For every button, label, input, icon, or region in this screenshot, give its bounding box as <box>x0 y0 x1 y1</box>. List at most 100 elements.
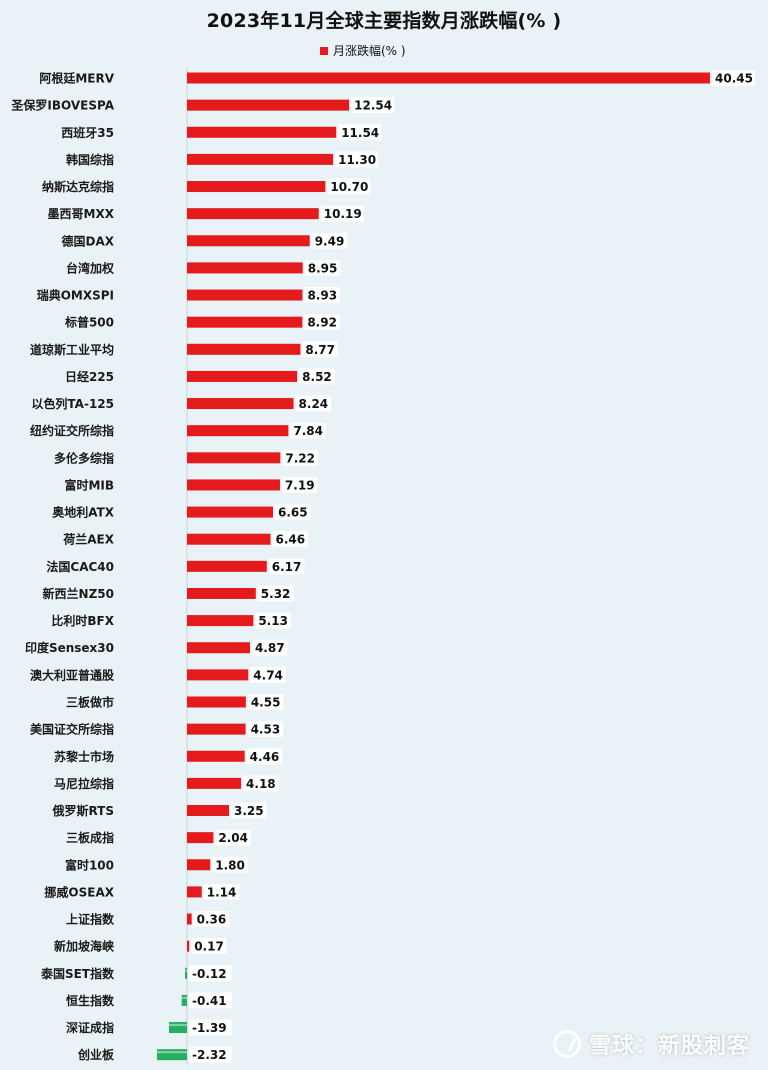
watermark: 雪球 ： 新股刺客 <box>552 1028 750 1060</box>
snowball-logo-icon <box>552 1030 581 1058</box>
value-label-background <box>274 504 311 521</box>
value-label: 8.92 <box>307 316 337 330</box>
bar <box>187 696 246 708</box>
bar <box>187 343 301 355</box>
value-label-background <box>255 612 291 629</box>
value-label: -2.32 <box>192 1048 227 1062</box>
value-label: 0.36 <box>197 913 227 927</box>
value-label-background <box>327 178 371 195</box>
value-label: 7.22 <box>285 451 315 465</box>
bar <box>187 886 202 898</box>
value-label: 4.18 <box>246 777 276 791</box>
value-label-background <box>247 721 284 738</box>
value-label-background <box>189 1046 232 1063</box>
category-label: 三板成指 <box>66 830 114 845</box>
category-label: 上证指数 <box>66 912 115 927</box>
category-label: 法国CAC40 <box>46 559 114 574</box>
category-label: 俄罗斯RTS <box>51 803 114 818</box>
value-label: 1.14 <box>207 885 237 899</box>
bar <box>187 913 192 925</box>
bar <box>187 642 250 654</box>
category-label: 恒生指数 <box>66 993 115 1008</box>
category-label: 韩国综指 <box>66 152 114 167</box>
value-label: 10.19 <box>324 207 362 221</box>
value-label: 5.32 <box>261 587 291 601</box>
value-label: 3.25 <box>234 804 264 818</box>
bar <box>187 479 280 491</box>
value-label-background <box>299 368 335 385</box>
value-label-background <box>351 97 395 114</box>
category-label: 多伦多综指 <box>54 450 114 465</box>
value-label: 5.13 <box>258 614 288 628</box>
bar <box>157 1049 187 1061</box>
bar <box>187 72 710 84</box>
category-label: 台湾加权 <box>66 260 115 275</box>
value-label: 8.95 <box>308 261 338 275</box>
value-label-background <box>250 666 286 683</box>
value-label: 4.87 <box>255 641 285 655</box>
value-label: 11.30 <box>338 153 376 167</box>
category-label: 富时MIB <box>64 477 114 492</box>
chart-title: 2023年11月全球主要指数月涨跌幅(% ) <box>206 10 562 32</box>
bar-highlight <box>169 1024 187 1027</box>
value-label: 11.54 <box>341 126 379 140</box>
bar <box>187 99 350 111</box>
category-label: 泰国SET指数 <box>40 966 115 981</box>
value-label-background <box>320 205 364 222</box>
value-label-background <box>290 422 326 439</box>
category-label: 印度Sensex30 <box>25 640 114 655</box>
bar <box>187 859 211 871</box>
value-label: 40.45 <box>715 72 753 86</box>
bar <box>187 398 294 410</box>
bar <box>187 370 298 382</box>
bar-highlight <box>157 1051 187 1054</box>
category-label: 新加坡海峡 <box>54 939 114 954</box>
category-label: 新西兰NZ50 <box>43 586 114 601</box>
legend-label: 月涨跌幅(% ) <box>333 44 406 58</box>
value-label: -0.41 <box>192 994 227 1008</box>
bar-highlight <box>185 969 187 972</box>
bar <box>187 940 190 952</box>
bar <box>181 994 187 1006</box>
value-label: 8.93 <box>307 289 337 303</box>
category-label: 道琼斯工业平均 <box>30 342 114 357</box>
value-label-background <box>203 883 240 900</box>
value-label: -0.12 <box>192 967 227 981</box>
value-label-background <box>246 748 283 765</box>
value-label: 6.65 <box>278 506 308 520</box>
value-label-background <box>712 70 755 86</box>
value-label-background <box>212 856 248 873</box>
category-label: 创业板 <box>77 1047 115 1062</box>
category-label: 德国DAX <box>61 233 114 248</box>
category-label: 三板做市 <box>66 694 114 709</box>
value-label-background <box>189 965 232 982</box>
bar <box>187 452 281 464</box>
bar <box>187 533 271 545</box>
value-label-background <box>311 232 348 249</box>
value-label: 1.80 <box>215 858 245 872</box>
value-label-background <box>304 314 340 331</box>
value-label: 8.77 <box>305 343 335 357</box>
value-label-background <box>189 992 232 1009</box>
bar <box>187 208 319 220</box>
bar <box>187 425 289 437</box>
bar <box>187 181 326 193</box>
value-label: 7.84 <box>293 424 323 438</box>
value-label-background <box>304 287 341 304</box>
value-label: 10.70 <box>330 180 368 194</box>
bar <box>187 805 230 817</box>
bar <box>187 723 246 735</box>
value-label-background <box>304 259 341 276</box>
category-label: 纳斯达克综指 <box>42 179 114 194</box>
value-label-background <box>302 341 338 358</box>
category-label: 瑞典OMXSPI <box>37 288 114 303</box>
bar <box>187 316 303 328</box>
category-label: 墨西哥MXX <box>48 207 115 221</box>
category-label: 苏黎士市场 <box>54 749 114 764</box>
category-label: 比利时BFX <box>51 613 114 628</box>
value-label-background <box>295 395 332 412</box>
bar <box>187 587 256 599</box>
legend-swatch <box>320 46 328 55</box>
bar <box>187 262 303 274</box>
bar <box>187 126 337 138</box>
